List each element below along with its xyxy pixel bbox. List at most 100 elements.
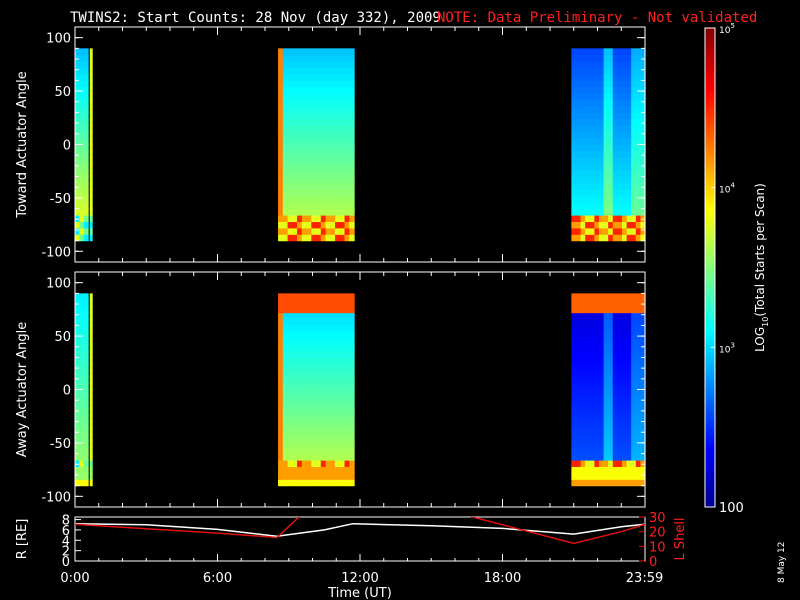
heat-cell [339,144,346,152]
heat-cell [344,80,350,88]
heat-cell [89,131,93,139]
heat-cell [589,357,595,365]
heat-cell [344,466,350,474]
heat-cell [311,54,317,62]
heat-cell [79,453,85,461]
heat-cell [325,306,331,314]
heat-cell [585,434,591,442]
heat-cell [287,67,293,75]
heat-cell [580,460,586,468]
heat-cell [278,357,284,365]
heat-cell [594,434,600,442]
heat-cell [585,325,591,333]
heat-cell [320,106,327,114]
heat-cell [301,460,308,468]
heat-cell [83,370,89,378]
heat-cell [83,383,89,391]
heat-cell [292,144,298,152]
left-y-tick-label: 8 [62,514,70,529]
heat-cell [79,402,85,410]
heat-cell [349,93,355,101]
heat-cell [320,408,327,416]
heat-cell [594,80,600,88]
heat-cell [311,293,317,301]
heat-cell [621,215,628,223]
heat-cell [612,125,618,133]
heat-cell [580,383,586,391]
heat-cell [297,93,303,101]
heat-cell [580,138,586,146]
heat-cell [589,306,595,314]
heat-cell [571,189,577,197]
heat-cell [571,67,577,75]
heat-cell [626,176,632,184]
heat-cell [603,344,609,352]
heat-cell [301,466,308,474]
heat-cell [575,370,582,378]
heat-cell [603,144,609,152]
heat-cell [301,106,308,114]
heat-cell [349,415,355,423]
heat-cell [325,453,331,461]
heat-cell [301,331,308,339]
heat-cell [344,402,350,410]
heat-cell [594,408,600,416]
heat-cell [640,453,646,461]
heat-cell [282,221,289,229]
heat-cell [287,227,293,235]
heat-cell [640,440,646,448]
heat-cell [320,182,327,190]
heat-cell [617,440,623,448]
heat-cell [89,215,93,223]
heat-cell [621,402,628,410]
heat-cell [287,208,293,216]
heat-cell [316,131,322,139]
heat-cell [306,157,312,165]
colorbar-gradient [704,27,716,508]
heat-cell [617,112,623,120]
heat-cell [635,472,641,480]
heat-cell [589,54,595,62]
heat-cell [608,74,614,82]
heat-cell [349,227,355,235]
heat-cell [612,138,618,146]
heat-cell [306,351,312,359]
heat-cell [589,421,595,429]
heat-cell [335,170,341,178]
y-tick-label: 0 [63,384,71,399]
heat-cell [287,331,293,339]
x-tick-label: 23:59 [626,571,663,586]
heat-cell [330,118,336,126]
heat-cell [282,331,289,339]
heat-cell [282,460,289,468]
heat-cell [278,118,284,126]
heat-cell [83,427,89,435]
heat-cell [571,408,577,416]
heat-cell [320,157,327,165]
heat-cell [626,325,632,333]
heat-cell [594,106,600,114]
heat-cell [297,331,303,339]
heat-cell [287,54,293,62]
heat-cell [325,118,331,126]
heat-cell [79,472,85,480]
heat-cell [631,150,637,158]
heat-cell [575,306,582,314]
heat-cell [316,331,322,339]
heat-cell [320,208,327,216]
heat-cell [297,138,303,146]
heat-cell [339,157,346,165]
heat-cell [339,453,346,461]
heat-cell [297,325,303,333]
heat-cell [575,67,582,75]
heat-cell [631,293,637,301]
heat-cell [585,144,591,152]
heat-cell [608,118,614,126]
heat-cell [631,447,637,455]
heat-cell [603,299,609,307]
y-axis-label: Toward Actuator Angle [15,71,30,218]
heat-cell [621,138,628,146]
heat-cell [330,415,336,423]
heat-cell [571,163,577,171]
